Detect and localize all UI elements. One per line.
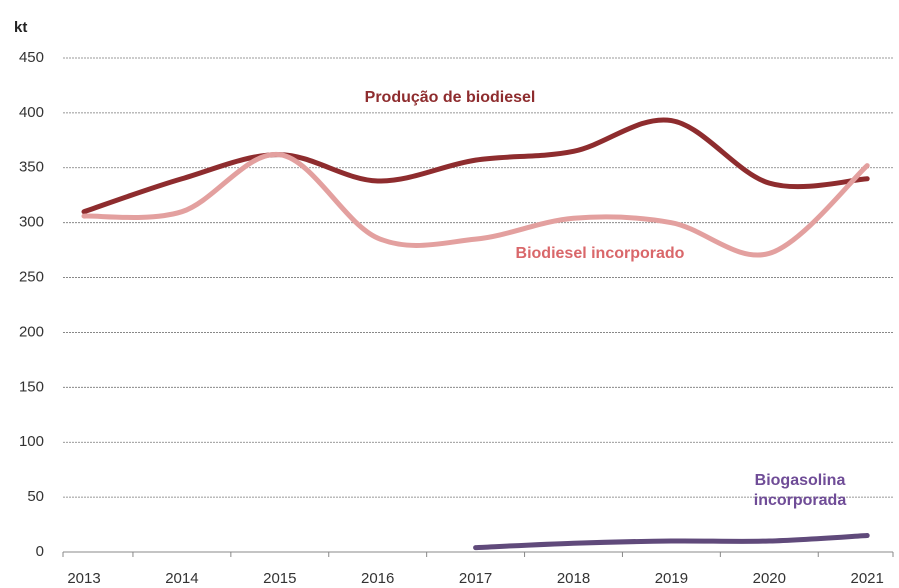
x-tick-label: 2020 <box>753 570 786 587</box>
y-tick-label: 350 <box>19 159 44 176</box>
y-tick-label: 400 <box>19 104 44 121</box>
series-label: Produção de biodiesel <box>364 89 536 106</box>
y-tick-label: 450 <box>19 49 44 66</box>
x-tick-label: 2014 <box>165 570 198 587</box>
line-series <box>81 117 870 215</box>
line-series <box>81 152 870 258</box>
y-tick-label: 0 <box>36 543 44 560</box>
x-tick-label: 2015 <box>263 570 296 587</box>
series-label: Biodiesel incorporado <box>515 245 685 262</box>
y-tick-label: 100 <box>19 433 44 450</box>
y-tick-label: 200 <box>19 323 44 340</box>
x-tick-label: 2019 <box>655 570 688 587</box>
y-tick-label: 50 <box>27 488 44 505</box>
y-axis-label: kt <box>14 19 27 36</box>
x-tick-label: 2013 <box>67 570 100 587</box>
y-tick-label: 250 <box>19 269 44 286</box>
x-tick-label: 2016 <box>361 570 394 587</box>
y-tick-label: 300 <box>19 214 44 231</box>
x-tick-label: 2018 <box>557 570 590 587</box>
y-tick-label: 150 <box>19 378 44 395</box>
line-series <box>473 533 870 551</box>
x-tick-label: 2021 <box>851 570 884 587</box>
series-label: Biogasolina incorporada <box>753 472 847 509</box>
x-tick-label: 2017 <box>459 570 492 587</box>
